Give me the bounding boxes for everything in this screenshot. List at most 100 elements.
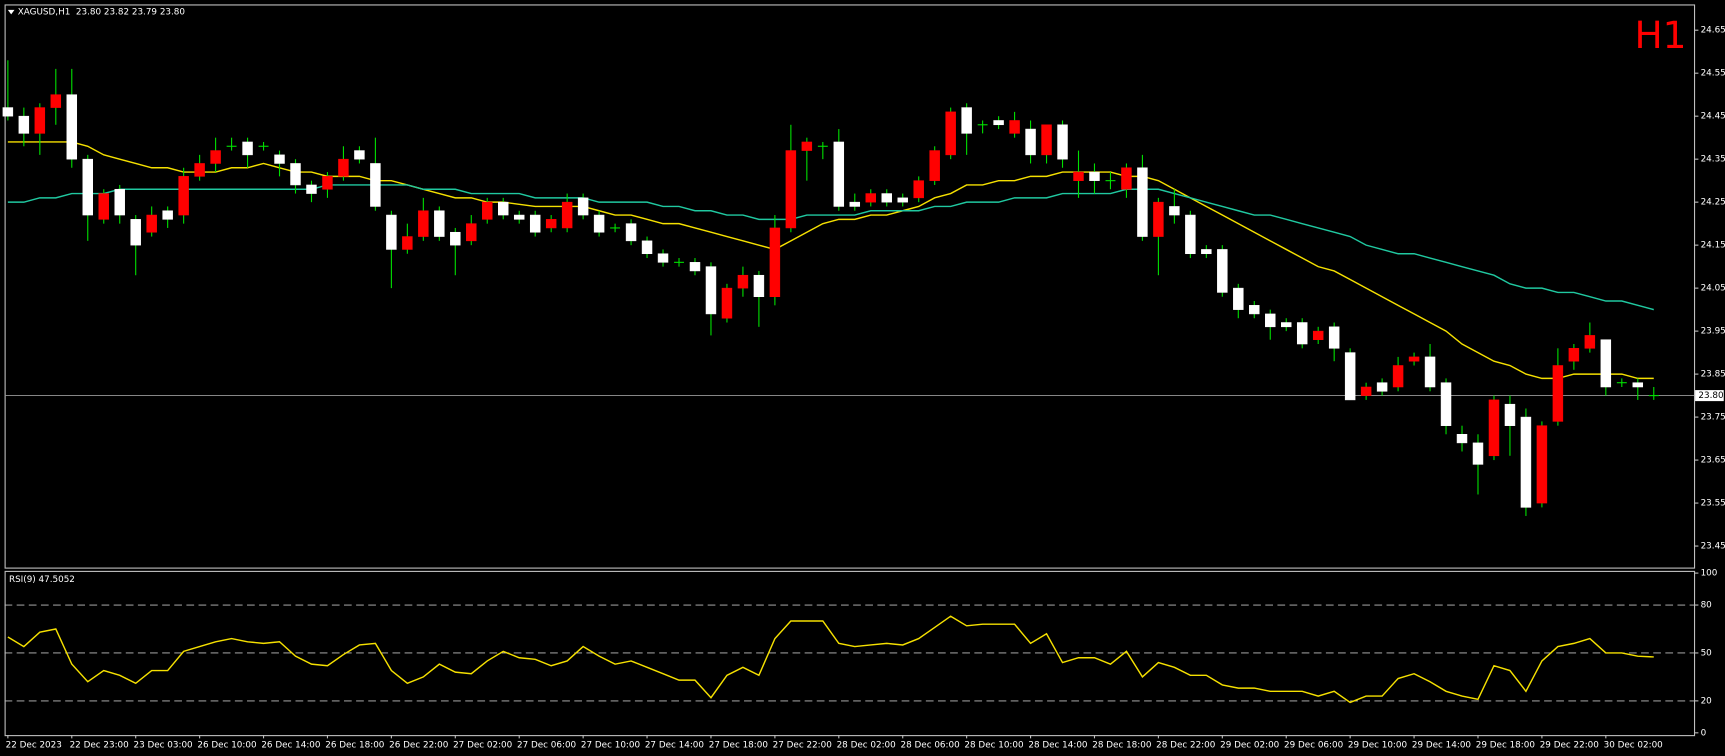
candle-body (18, 115, 30, 134)
x-tick-label: 27 Dec 06:00 (517, 740, 577, 750)
y-tick-label: 23.75 (1701, 413, 1725, 423)
y-tick-label: 100 (1701, 569, 1718, 579)
x-tick-label: 28 Dec 18:00 (1092, 740, 1152, 750)
candle-body (66, 94, 78, 160)
candle-body (1249, 305, 1260, 315)
x-tick-label: 28 Dec 22:00 (1156, 740, 1216, 750)
candle-body (274, 154, 285, 164)
x-tick-label: 28 Dec 02:00 (837, 740, 897, 750)
candle-body (210, 150, 221, 164)
candle-body (1520, 416, 1532, 508)
candle-body (1185, 214, 1196, 255)
candle-body (1217, 249, 1228, 293)
candle-body (1408, 356, 1420, 362)
y-tick-label: 80 (1701, 601, 1713, 611)
candle-body (1296, 322, 1308, 345)
candle-body (1233, 287, 1244, 310)
y-tick-label: 23.55 (1701, 499, 1725, 509)
y-tick-label: 23.85 (1701, 370, 1725, 380)
candle-body (913, 180, 924, 199)
candle-body (945, 111, 956, 156)
candle-body (1041, 124, 1052, 156)
candle-body (577, 197, 589, 216)
candle-body (641, 240, 653, 255)
rsi-line (7, 615, 1654, 704)
candle-body (1440, 382, 1452, 426)
x-tick-label: 27 Dec 18:00 (709, 740, 769, 750)
candle-body (881, 193, 892, 203)
candle-body (865, 193, 876, 203)
x-tick-label: 27 Dec 02:00 (453, 740, 513, 750)
candle-body (929, 150, 940, 181)
candle-body (338, 158, 349, 177)
candle-body (2, 107, 14, 117)
candle-body (1137, 167, 1148, 237)
candle-body (178, 176, 189, 216)
last-price-label: 23.80 (1698, 391, 1724, 401)
candle-body (801, 141, 813, 151)
candle-body (242, 141, 253, 156)
candle-body (1424, 356, 1436, 388)
x-tick-label: 29 Dec 10:00 (1348, 740, 1408, 750)
candle-body (961, 107, 972, 134)
timeframe-label: H1 (1634, 13, 1686, 57)
candle-body (993, 120, 1004, 126)
candle-body (82, 158, 94, 216)
candle-body (1265, 313, 1276, 328)
candle-body (98, 193, 109, 220)
candle-body (1328, 326, 1340, 349)
candle-body (1504, 403, 1516, 426)
x-tick-label: 28 Dec 14:00 (1028, 740, 1088, 750)
candle-body (1392, 365, 1404, 388)
candle-body (593, 214, 605, 233)
x-tick-label: 26 Dec 10:00 (197, 740, 257, 750)
moving-average (7, 184, 1654, 311)
x-tick-label: 27 Dec 10:00 (581, 740, 641, 750)
y-tick-label: 24.25 (1701, 198, 1725, 208)
x-tick-label: 22 Dec 23:00 (70, 740, 130, 750)
candle-body (849, 201, 861, 207)
candle-body (1632, 382, 1644, 388)
candle-body (689, 262, 701, 272)
candle-body (529, 214, 541, 233)
x-tick-label: 23 Dec 03:00 (134, 740, 194, 750)
candle-body (386, 214, 397, 250)
x-tick-label: 22 Dec 2023 (6, 740, 62, 750)
x-tick-label: 27 Dec 14:00 (645, 740, 705, 750)
x-tick-label: 28 Dec 10:00 (964, 740, 1024, 750)
y-tick-label: 23.95 (1701, 327, 1725, 337)
candle-body (545, 219, 557, 229)
rsi-header: RSI(9) 47.5052 (9, 575, 75, 585)
candle-body (1568, 348, 1580, 362)
y-tick-label: 23.45 (1701, 542, 1725, 552)
candle-body (1376, 382, 1388, 392)
candle-body (402, 236, 413, 250)
y-tick-label: 24.65 (1701, 26, 1725, 36)
candle-body (753, 274, 765, 298)
candle-body (769, 227, 781, 298)
candle-body (306, 184, 317, 194)
candle-body (146, 214, 157, 233)
x-tick-label: 28 Dec 06:00 (901, 740, 961, 750)
candle-body (114, 188, 125, 216)
y-tick-label: 23.65 (1701, 456, 1725, 466)
y-tick-label: 0 (1701, 728, 1707, 738)
candle-body (1600, 339, 1612, 388)
candle-body (322, 176, 333, 190)
moving-average (7, 141, 1654, 380)
candle-body (657, 253, 669, 263)
candle-body (1169, 206, 1180, 216)
menu-triangle[interactable] (7, 9, 15, 15)
x-tick-label: 26 Dec 14:00 (261, 740, 321, 750)
candle-body (450, 231, 461, 246)
candle-body (482, 201, 493, 220)
candle-body (1281, 322, 1292, 328)
candle-body (737, 274, 749, 289)
symbol-header: XAGUSD,H1 23.80 23.82 23.79 23.80 (18, 8, 186, 18)
price-panel (4, 4, 1696, 569)
candle-body (897, 197, 908, 203)
x-tick-label: 26 Dec 18:00 (325, 740, 385, 750)
candle-body (50, 94, 62, 108)
candle-body (194, 163, 205, 177)
